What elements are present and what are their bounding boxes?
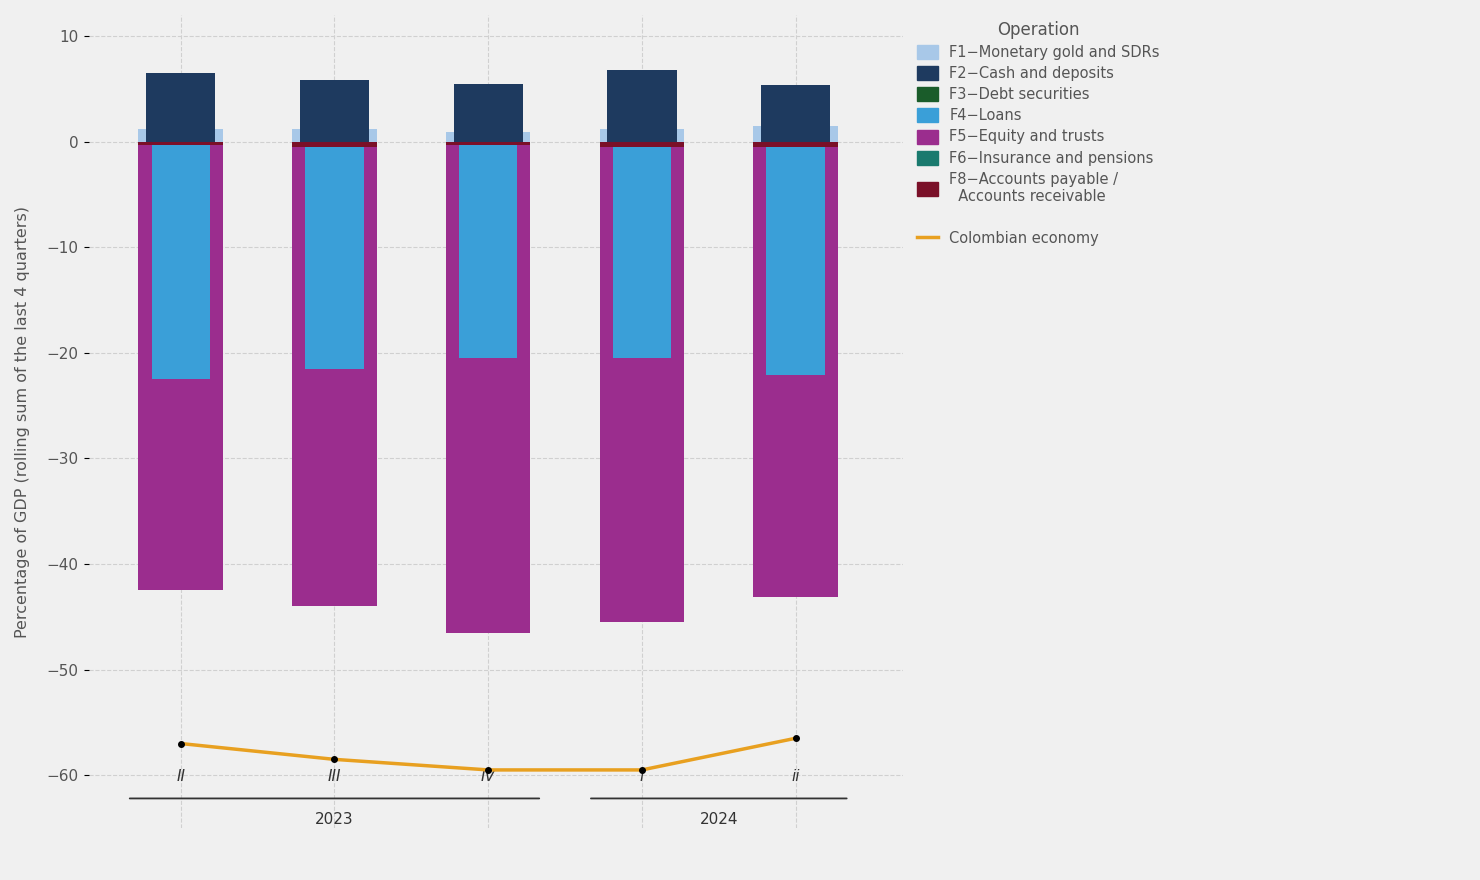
Bar <box>454 84 522 142</box>
Bar <box>599 129 684 142</box>
Bar <box>292 142 377 606</box>
Bar <box>292 142 377 147</box>
Legend: F1−Monetary gold and SDRs, F2−Cash and deposits, F3−Debt securities, F4−Loans, F: F1−Monetary gold and SDRs, F2−Cash and d… <box>912 15 1166 253</box>
Bar <box>445 142 530 145</box>
Bar <box>599 142 684 622</box>
Bar <box>139 129 223 142</box>
Bar <box>300 119 369 142</box>
Bar <box>607 136 676 142</box>
Text: II: II <box>176 768 185 784</box>
Bar <box>147 73 216 142</box>
Y-axis label: Percentage of GDP (rolling sum of the last 4 quarters): Percentage of GDP (rolling sum of the la… <box>15 206 30 637</box>
Bar <box>454 126 522 142</box>
Text: i: i <box>639 768 644 784</box>
Bar <box>292 129 377 142</box>
Text: III: III <box>327 768 342 784</box>
Bar <box>139 142 223 590</box>
Text: ii: ii <box>792 768 799 784</box>
Bar <box>305 142 364 369</box>
Bar <box>607 70 676 142</box>
Bar <box>753 126 838 142</box>
Text: 2023: 2023 <box>315 812 354 827</box>
Bar <box>454 136 522 142</box>
Bar <box>459 142 518 358</box>
Bar <box>761 131 830 142</box>
Text: IV: IV <box>481 768 496 784</box>
Bar <box>767 142 824 375</box>
Bar <box>753 142 838 597</box>
Bar <box>445 142 530 633</box>
Bar <box>147 136 216 142</box>
Bar <box>147 136 216 142</box>
Bar <box>300 80 369 142</box>
Text: 2024: 2024 <box>700 812 739 827</box>
Bar <box>761 121 830 142</box>
Bar <box>761 84 830 142</box>
Bar <box>151 142 210 379</box>
Bar <box>607 129 676 142</box>
Bar <box>613 142 670 358</box>
Bar <box>300 136 369 142</box>
Bar <box>753 142 838 147</box>
Bar <box>139 142 223 145</box>
Bar <box>599 142 684 147</box>
Bar <box>445 132 530 142</box>
